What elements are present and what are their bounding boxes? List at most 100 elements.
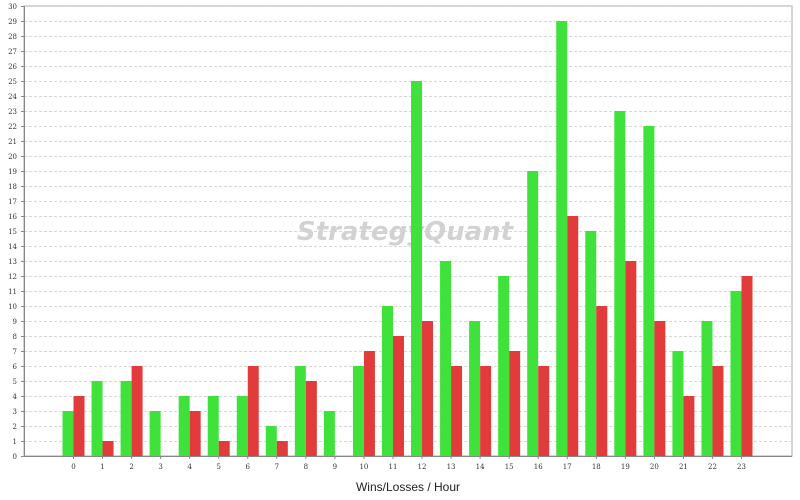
win-bar-20 <box>643 126 655 456</box>
win-bar-16 <box>527 171 539 456</box>
loss-bar-18 <box>596 306 608 456</box>
y-tick-label: 14 <box>8 243 17 251</box>
y-tick-label: 9 <box>13 318 17 326</box>
win-bar-19 <box>614 111 626 456</box>
x-tick-label: 4 <box>187 463 192 471</box>
x-tick-label: 8 <box>304 463 308 471</box>
loss-bar-11 <box>392 336 404 456</box>
loss-bar-6 <box>247 366 259 456</box>
loss-bar-10 <box>363 351 375 456</box>
x-axis-label: Wins/Losses / Hour <box>356 480 460 494</box>
loss-bar-20 <box>654 321 666 456</box>
x-tick-label: 19 <box>621 463 630 471</box>
win-bar-3 <box>149 411 161 456</box>
y-tick-label: 20 <box>8 153 17 161</box>
x-tick-label: 7 <box>275 463 279 471</box>
x-tick-label: 13 <box>447 463 456 471</box>
win-bar-2 <box>120 381 132 456</box>
loss-bar-14 <box>480 366 492 456</box>
win-bar-23 <box>730 291 742 456</box>
x-tick-label: 17 <box>563 463 572 471</box>
loss-bar-5 <box>218 441 230 456</box>
y-tick-label: 2 <box>13 423 17 431</box>
y-tick-label: 27 <box>8 48 17 56</box>
loss-bar-21 <box>683 396 695 456</box>
loss-bar-7 <box>276 441 288 456</box>
win-bar-11 <box>381 306 393 456</box>
loss-bar-22 <box>712 366 724 456</box>
y-tick-label: 7 <box>13 348 17 356</box>
x-tick-label: 10 <box>359 463 368 471</box>
x-tick-label: 0 <box>71 463 75 471</box>
y-tick-label: 26 <box>8 63 17 71</box>
x-tick-label: 11 <box>389 463 398 471</box>
x-tick-label: 21 <box>679 463 688 471</box>
x-tick-label: 1 <box>100 463 104 471</box>
y-tick-label: 18 <box>8 183 17 191</box>
y-tick-label: 3 <box>13 408 17 416</box>
loss-bar-8 <box>305 381 317 456</box>
x-tick-label: 5 <box>216 463 220 471</box>
x-tick-label: 15 <box>505 463 514 471</box>
y-tick-label: 28 <box>8 33 17 41</box>
loss-bar-2 <box>131 366 143 456</box>
win-bar-18 <box>585 231 597 456</box>
win-bar-21 <box>672 351 684 456</box>
win-bar-6 <box>236 396 248 456</box>
loss-bar-23 <box>741 276 753 456</box>
y-tick-labels: 0123456789101112131415161718192021222324… <box>8 3 17 461</box>
loss-bar-0 <box>73 396 85 456</box>
win-bar-5 <box>207 396 219 456</box>
watermark-logo: StrategyQuant <box>297 217 515 247</box>
loss-bar-16 <box>538 366 550 456</box>
win-bar-15 <box>498 276 510 456</box>
x-tick-label: 12 <box>418 463 427 471</box>
x-tick-label: 18 <box>592 463 601 471</box>
y-tick-label: 11 <box>8 288 17 296</box>
y-tick-label: 23 <box>8 108 17 116</box>
y-tick-label: 5 <box>13 378 17 386</box>
gridlines <box>23 5 793 457</box>
y-tick-label: 24 <box>8 93 17 101</box>
x-tick-label: 3 <box>158 463 162 471</box>
loss-bar-1 <box>102 441 114 456</box>
x-tick-label: 16 <box>534 463 543 471</box>
x-tick-label: 6 <box>246 463 251 471</box>
win-bar-1 <box>91 381 103 456</box>
loss-bar-15 <box>509 351 521 456</box>
win-bar-0 <box>62 411 74 456</box>
loss-bar-13 <box>451 366 463 456</box>
win-bar-9 <box>323 411 335 456</box>
x-tick-labels: 0 1 2 3 4 5 6 7 8 9 10 11 12 13 14 15 16 17 18 19 20 21 22 23 <box>71 463 746 471</box>
y-tick-label: 22 <box>8 123 17 131</box>
x-tick-label: 22 <box>708 463 717 471</box>
y-tick-label: 25 <box>8 78 17 86</box>
y-tick-label: 1 <box>13 438 17 446</box>
y-tick-label: 19 <box>8 168 17 176</box>
loss-bar-19 <box>625 261 637 456</box>
x-tick-label: 9 <box>333 463 337 471</box>
y-tick-label: 29 <box>8 18 17 26</box>
win-bar-8 <box>294 366 306 456</box>
y-tick-label: 15 <box>8 228 17 236</box>
x-tick-label: 14 <box>476 463 485 471</box>
y-tick-label: 6 <box>13 363 18 371</box>
x-tick-label: 2 <box>129 463 133 471</box>
y-tick-label: 4 <box>13 393 18 401</box>
bars <box>62 21 753 456</box>
win-bar-7 <box>265 426 277 456</box>
x-tick-label: 23 <box>737 463 746 471</box>
loss-bar-17 <box>567 216 579 456</box>
y-tick-label: 10 <box>8 303 17 311</box>
y-tick-label: 0 <box>13 453 17 461</box>
y-tick-label: 16 <box>8 213 17 221</box>
x-tick-label: 20 <box>650 463 659 471</box>
y-tick-label: 17 <box>8 198 17 206</box>
win-bar-12 <box>411 81 423 456</box>
win-bar-22 <box>701 321 713 456</box>
win-bar-4 <box>178 396 190 456</box>
loss-bar-12 <box>422 321 434 456</box>
win-bar-14 <box>469 321 481 456</box>
